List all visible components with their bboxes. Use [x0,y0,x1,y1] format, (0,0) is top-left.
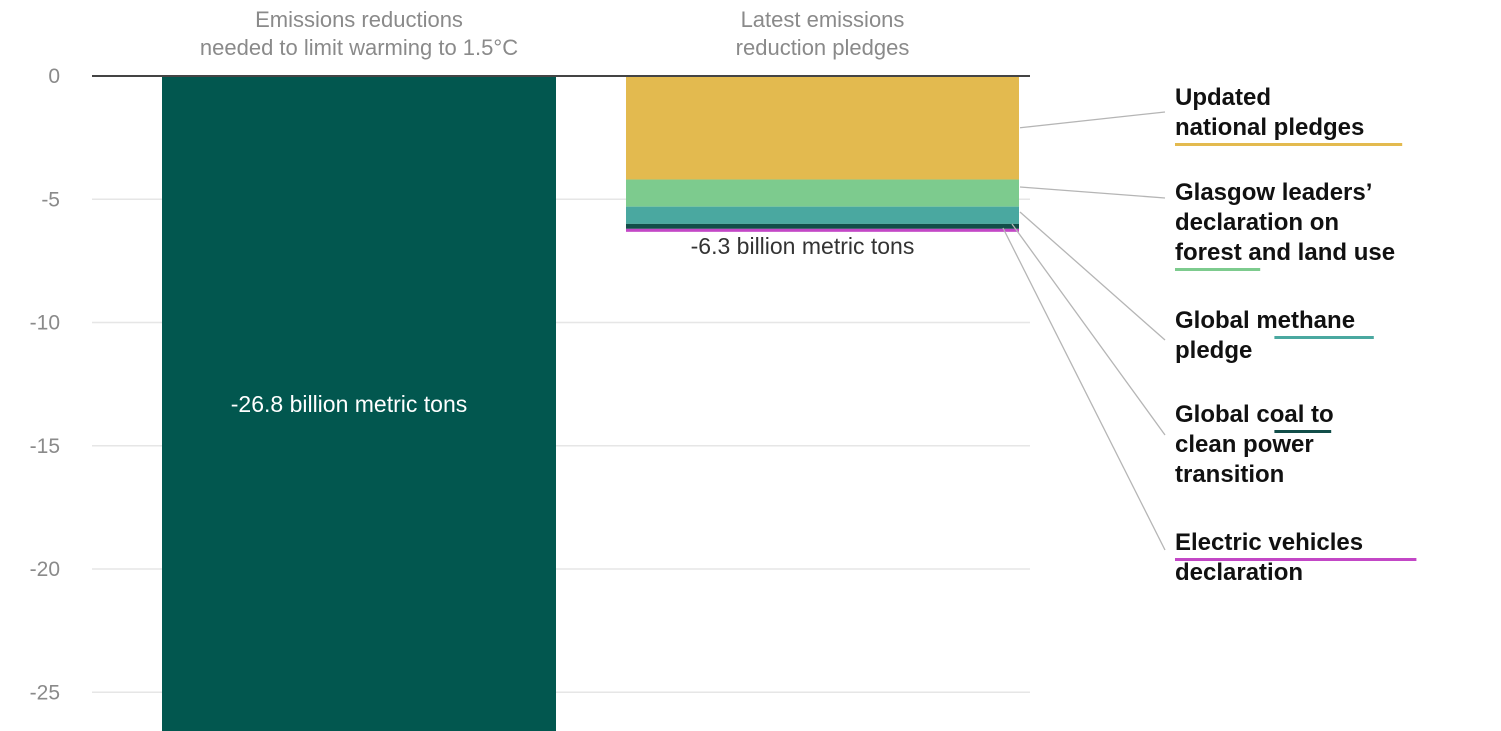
legend-label: Electric vehicles [1175,529,1363,556]
category-title: Latest emissions [741,7,905,32]
legend-swatch-underline [1175,268,1261,271]
legend-label: transition [1175,461,1284,488]
legend-swatch-underline [1175,143,1403,146]
bar-value-label: -26.8 billion metric tons [231,391,468,417]
bar-segment [626,223,1019,229]
legend-label: declaration on [1175,209,1339,236]
legend-label: Global methane [1175,307,1355,334]
legend-connector-line [1002,227,1166,551]
legend-swatch-underline [1175,558,1417,561]
bar-value-label: -6.3 billion metric tons [691,233,915,259]
legend-label: Glasgow leaders’ [1175,179,1372,206]
legend-label: pledge [1175,337,1252,364]
legend-label: clean power [1175,431,1314,458]
legend-swatch-underline [1274,430,1332,433]
bar-segment [626,228,1019,232]
y-tick-label: -25 [30,681,60,704]
y-tick-label: 0 [48,65,60,88]
category-title: reduction pledges [736,35,910,60]
legend-connector-line [1011,223,1166,436]
legend-label: Updated [1175,84,1271,111]
legend-label: Global coal to [1175,401,1334,428]
legend-label: national pledges [1175,114,1364,141]
legend-swatch-underline [1274,336,1374,339]
category-title: needed to limit warming to 1.5°C [200,35,518,60]
legend-label: forest and land use [1175,239,1395,266]
bar-segment [626,179,1019,207]
bar-segment [626,206,1019,224]
category-title: Emissions reductions [255,7,463,32]
legend-connector-line [1019,111,1166,129]
y-tick-label: -10 [30,312,60,335]
bar-needed-reductions [162,76,556,731]
bar-segment [626,76,1019,180]
y-tick-label: -15 [30,435,60,458]
y-tick-label: -5 [41,188,60,211]
legend-label: declaration [1175,559,1303,586]
legend-connector-line [1019,186,1166,199]
legend-connector-line [1019,211,1166,341]
y-tick-label: -20 [30,558,60,581]
